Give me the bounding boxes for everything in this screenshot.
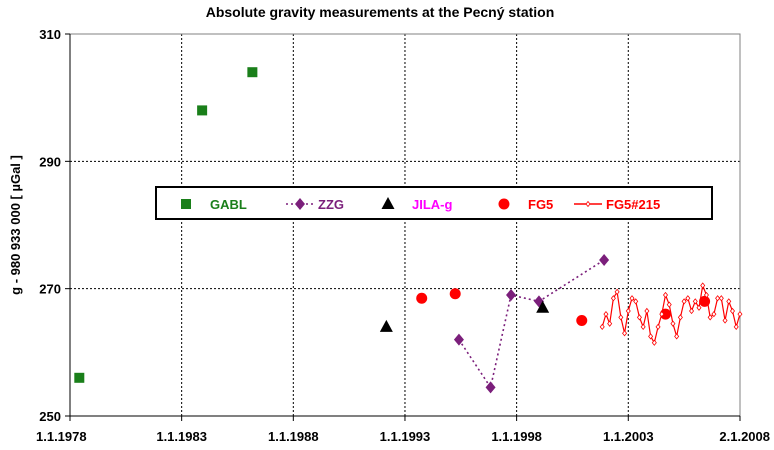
x-tick-label: 1.1.2003 bbox=[603, 429, 654, 444]
data-point bbox=[74, 372, 85, 383]
legend-entry: JILA-g bbox=[381, 197, 453, 212]
y-tick-label: 310 bbox=[39, 27, 61, 42]
data-point bbox=[689, 307, 695, 315]
data-point bbox=[197, 105, 208, 116]
series-layer bbox=[74, 67, 743, 394]
data-point bbox=[722, 317, 728, 324]
series-gabl bbox=[74, 67, 258, 383]
x-tick-label: 1.1.1993 bbox=[380, 429, 431, 444]
data-point bbox=[607, 320, 613, 327]
data-point bbox=[696, 304, 702, 311]
legend-marker bbox=[381, 197, 395, 209]
legend-marker bbox=[181, 199, 191, 209]
y-tick-label: 290 bbox=[39, 154, 61, 169]
data-point bbox=[599, 323, 605, 331]
legend-box bbox=[155, 186, 713, 220]
data-point bbox=[670, 320, 676, 327]
data-point bbox=[666, 301, 672, 308]
data-point bbox=[636, 314, 642, 321]
legend-entry: FG5#215 bbox=[574, 197, 660, 212]
legend-entry: GABL bbox=[181, 197, 247, 212]
axes: 250 270 290 310 1.1.1978 1.1.1983 1.1.1988 1.1.… bbox=[36, 27, 770, 444]
legend-label: GABL bbox=[210, 197, 247, 212]
data-point bbox=[659, 310, 665, 318]
data-point bbox=[711, 310, 717, 318]
data-point bbox=[700, 282, 706, 289]
data-point bbox=[640, 323, 646, 331]
x-tick-label: 2.1.2008 bbox=[719, 429, 770, 444]
x-tick-label: 1.1.1983 bbox=[156, 429, 207, 444]
series-fg5 bbox=[416, 288, 711, 326]
y-axis-label: g - 980 933 000 [ µGal ] bbox=[8, 155, 23, 295]
data-point bbox=[662, 291, 669, 299]
data-point bbox=[603, 310, 609, 318]
data-point bbox=[485, 381, 496, 394]
legend: GABL ZZG JILA-g FG5 FG5#215 bbox=[155, 186, 713, 220]
data-point bbox=[648, 333, 654, 340]
data-point bbox=[536, 300, 550, 313]
y-tick-label: 270 bbox=[39, 282, 61, 297]
legend-entry: ZZG bbox=[286, 197, 344, 212]
data-point bbox=[610, 295, 616, 302]
legend-marker bbox=[498, 198, 510, 210]
legend-marker bbox=[585, 200, 591, 208]
x-tick-label: 1.1.1978 bbox=[36, 429, 87, 444]
data-point bbox=[718, 295, 724, 302]
data-point bbox=[729, 307, 736, 315]
data-point bbox=[618, 314, 624, 321]
legend-entry: FG5 bbox=[498, 197, 553, 212]
data-point bbox=[685, 295, 691, 302]
data-point bbox=[614, 288, 620, 295]
data-point bbox=[715, 295, 721, 302]
data-point bbox=[655, 323, 661, 331]
data-point bbox=[703, 291, 709, 299]
data-point bbox=[644, 307, 650, 315]
data-point bbox=[726, 298, 732, 305]
data-point bbox=[651, 339, 657, 346]
series-fg5-215 bbox=[599, 282, 743, 346]
gridlines bbox=[70, 34, 740, 416]
legend-label: FG5#215 bbox=[606, 197, 660, 212]
data-point bbox=[737, 310, 743, 318]
legend-label: FG5 bbox=[528, 197, 553, 212]
series-zzg bbox=[453, 254, 610, 394]
data-point bbox=[247, 67, 258, 78]
series-jila-g bbox=[379, 300, 550, 332]
data-point bbox=[449, 288, 461, 300]
legend-label: JILA-g bbox=[412, 197, 453, 212]
data-point bbox=[379, 319, 393, 332]
data-point bbox=[629, 295, 635, 302]
data-point bbox=[681, 298, 687, 305]
data-point bbox=[416, 292, 428, 304]
data-point bbox=[633, 298, 639, 305]
data-point bbox=[576, 315, 588, 326]
y-tick-label: 250 bbox=[39, 409, 61, 424]
legend-label: ZZG bbox=[318, 197, 344, 212]
data-point bbox=[453, 333, 464, 346]
data-point bbox=[677, 314, 683, 321]
x-tick-label: 1.1.1998 bbox=[491, 429, 542, 444]
data-point bbox=[692, 298, 698, 305]
legend-marker bbox=[295, 198, 305, 210]
data-point bbox=[622, 330, 628, 337]
data-point bbox=[506, 289, 517, 302]
data-point bbox=[707, 314, 713, 321]
series-line bbox=[601, 283, 741, 345]
chart-title: Absolute gravity measurements at the Pec… bbox=[206, 4, 555, 20]
data-point bbox=[625, 307, 631, 315]
data-point bbox=[599, 254, 610, 267]
data-point bbox=[733, 323, 739, 331]
x-tick-label: 1.1.1988 bbox=[268, 429, 319, 444]
data-point bbox=[674, 333, 680, 340]
